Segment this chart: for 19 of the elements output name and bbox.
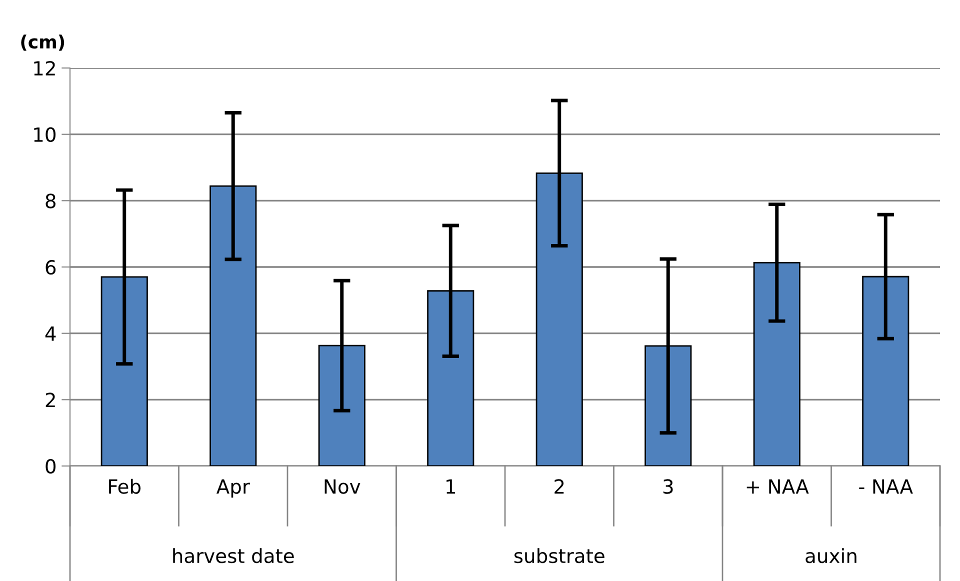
x-tick-label: 1	[446, 479, 456, 494]
y-tick-label: 6	[46, 260, 56, 275]
y-tick-label: 4	[45, 326, 56, 341]
x-tick-label: Nov	[324, 479, 360, 494]
y-tick-label: 2	[46, 392, 55, 408]
x-tick-label: Apr	[216, 479, 250, 498]
text: auxin	[806, 548, 856, 564]
text: substrate	[514, 548, 604, 564]
y-tick-label: 12	[34, 60, 55, 76]
y-tick-label: 8	[46, 194, 56, 208]
text: harvest date	[173, 548, 294, 564]
y-tick-label: 10	[34, 127, 56, 142]
x-tick-label: Feb	[109, 478, 141, 494]
x-tick-label: 2	[554, 479, 564, 494]
y-tick-label: 0	[46, 458, 56, 474]
x-tick-label: + NAA	[746, 479, 809, 494]
y-axis-title: (cm)	[21, 34, 64, 51]
x-tick-label: - NAA	[859, 479, 913, 494]
x-tick-label: 3	[663, 479, 673, 494]
